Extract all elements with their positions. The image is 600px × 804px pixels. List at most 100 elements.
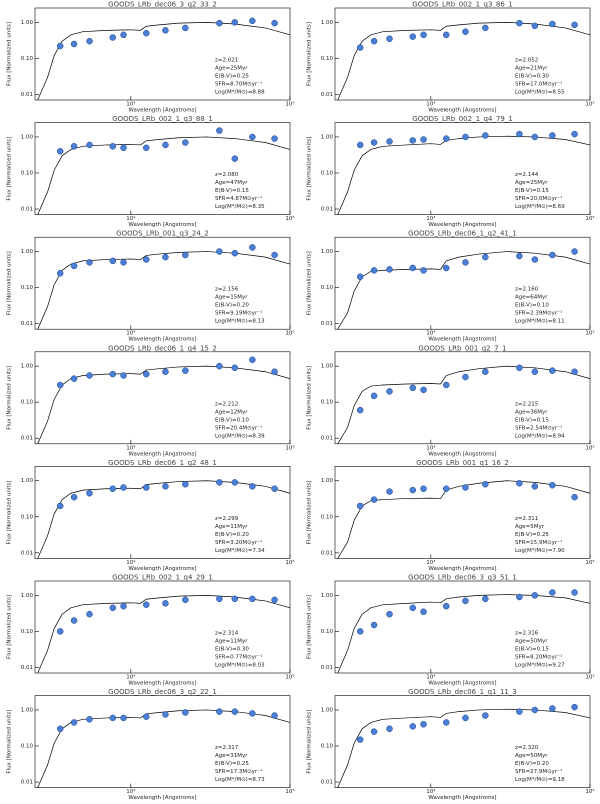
annotation: Age=64Myr: [515, 295, 548, 301]
photometry-point: [420, 267, 427, 274]
photometry-point: [549, 367, 556, 374]
x-tick-label: 10⁵: [285, 788, 294, 795]
x-tick-label: 10⁵: [585, 444, 594, 451]
photometry-point: [70, 617, 78, 624]
photometry-point: [462, 597, 469, 605]
plot-frame: [334, 122, 591, 215]
model-spectrum: [37, 480, 291, 559]
x-axis-label: Wavelength [Angstroms]: [428, 795, 496, 801]
photometry-point: [216, 479, 223, 486]
annotation: SFR=17.3M⊙yr⁻¹: [215, 768, 262, 775]
photometry-point: [231, 364, 239, 372]
photometry-point: [70, 262, 78, 270]
photometry-point: [143, 29, 150, 37]
photometry-point: [386, 725, 393, 733]
plot-frame: [334, 236, 591, 330]
photometry-point: [409, 486, 417, 494]
annotation: Log(M*/M⊙)=7.90: [515, 548, 565, 554]
photometry-point: [531, 22, 539, 30]
panel-title: GOODS_LRb_001_q1_16_2: [416, 459, 509, 467]
annotation: z=2.021: [215, 58, 238, 64]
photometry-point: [409, 33, 417, 40]
y-tick-label: 0.10: [21, 170, 34, 176]
photometry-point: [162, 27, 169, 34]
x-tick-label: 10⁴: [426, 559, 436, 566]
photometry-point: [409, 264, 417, 272]
photometry-point: [462, 259, 469, 266]
photometry-point: [420, 31, 427, 39]
photometry-point: [443, 485, 450, 492]
x-tick-label: 10⁵: [285, 330, 294, 337]
photometry-point: [271, 135, 278, 142]
plot-frame: [34, 466, 291, 559]
annotation: E(B-V)=0.25: [215, 761, 249, 767]
photometry-point: [356, 406, 364, 414]
annotation: E(B-V)=0.25: [215, 74, 249, 80]
photometry-point: [231, 249, 239, 257]
y-tick-label: 1.00: [21, 478, 34, 484]
photometry-point: [182, 251, 189, 259]
x-tick-label: 10⁴: [426, 788, 436, 795]
photometry-point: [386, 388, 393, 395]
annotation: Log(M*/M⊙)=8.73: [215, 777, 265, 783]
annotation: Log(M*/M⊙)=9.18: [515, 777, 565, 783]
photometry-point: [271, 596, 278, 604]
photometry-point: [216, 127, 223, 134]
annotation: Age=25Myr: [515, 180, 548, 186]
photometry-point: [443, 264, 450, 272]
x-tick-label: 10⁵: [285, 444, 294, 451]
panel-title: GOODS_LRb_dec06_3_q2_33_2: [108, 1, 217, 9]
photometry-point: [516, 19, 523, 27]
panel-title: GOODS_LRb_002_1_q4_29_1: [112, 574, 213, 582]
photometry-point: [531, 256, 539, 263]
panel-title: GOODS_LRb_dec06_3_q2_22_1: [108, 688, 217, 696]
annotation: Age=5Myr: [515, 524, 545, 530]
model-spectrum: [37, 21, 291, 101]
photometry-point: [571, 21, 578, 29]
photometry-point: [443, 31, 450, 39]
photometry-point: [271, 485, 278, 492]
panel: GOODS_LRb_dec06_3_q2_22_1 Wavelength [Ang…: [7, 688, 295, 801]
photometry-point: [56, 502, 64, 510]
photometry-point: [231, 708, 239, 715]
y-tick-label: 1.00: [321, 593, 334, 599]
x-tick-label: 10⁴: [426, 674, 436, 681]
photometry-point: [420, 608, 427, 616]
x-tick-label: 10⁵: [585, 101, 594, 108]
photometry-point: [182, 139, 189, 146]
photometry-point: [516, 593, 523, 601]
photometry-point: [482, 712, 489, 719]
x-axis-label: Wavelength [Angstroms]: [428, 566, 496, 572]
photometry-point: [120, 144, 127, 152]
x-tick-label: 10⁵: [285, 559, 294, 566]
annotation: Log(M*/M⊙)=8.03: [215, 663, 265, 669]
model-spectrum: [37, 136, 291, 215]
y-tick-label: 1.00: [321, 478, 334, 484]
photometry-point: [56, 269, 64, 277]
photometry-point: [443, 602, 450, 610]
x-axis-label: Wavelength [Angstroms]: [428, 337, 496, 343]
panel-title: GOODS_LRb_001_q2_7_1: [418, 344, 506, 352]
y-tick-label: 0.10: [21, 400, 34, 406]
photometry-point: [249, 244, 256, 251]
photometry-point: [386, 610, 393, 618]
annotation: E(B-V)=0.25: [515, 532, 549, 538]
photometry-point: [420, 721, 427, 728]
y-axis-label: Flux [Normalized units]: [307, 366, 313, 430]
x-tick-label: 10⁵: [285, 101, 294, 108]
panel-title: GOODS_LRb_dec06_1_q1_11_3: [408, 688, 517, 696]
annotation: SFR=4.87M⊙yr⁻¹: [215, 195, 262, 202]
photometry-point: [216, 19, 223, 27]
photometry-point: [571, 248, 578, 255]
plot-frame: [34, 236, 291, 330]
annotation: Log(M*/M⊙)=8.88: [215, 90, 265, 96]
photometry-point: [420, 485, 427, 492]
photometry-point: [56, 42, 64, 50]
panel-title: GOODS_LRb_002_1_q4_79_1: [412, 115, 513, 123]
plot-frame: [34, 122, 291, 215]
photometry-point: [216, 248, 223, 255]
photometry-point: [249, 17, 256, 25]
y-tick-label: 1.00: [321, 20, 334, 26]
photometry-point: [549, 132, 556, 139]
photometry-point: [516, 364, 523, 372]
